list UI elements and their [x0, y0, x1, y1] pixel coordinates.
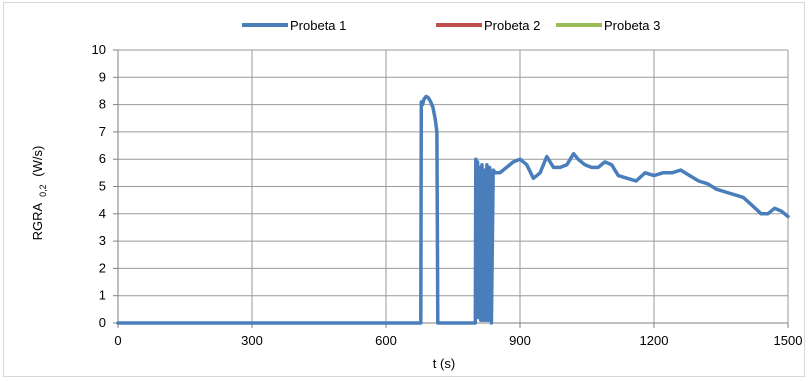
x-tick-label: 600 — [375, 333, 397, 348]
y-tick-label: 3 — [99, 233, 106, 248]
y-tick-label: 0 — [99, 315, 106, 330]
y-axis-title-unit: (W/s) — [30, 146, 45, 177]
x-tick-label: 1500 — [774, 333, 803, 348]
legend-label-3: Probeta 3 — [604, 18, 660, 33]
legend: Probeta 1 Probeta 2 Probeta 3 — [242, 18, 660, 33]
y-tick-label: 7 — [99, 124, 106, 139]
line-chart: 0 1 2 3 4 5 6 7 8 9 10 0 300 600 900 1200 1500 Probeta 1… — [30, 18, 803, 371]
y-tick-label: 10 — [92, 42, 106, 57]
x-tick-label: 0 — [114, 333, 121, 348]
y-axis-title-main: RGRA — [30, 202, 45, 240]
svg-text:RGRA 0,2 (W/s): RGRA 0,2 (W/s) — [30, 146, 49, 241]
series — [116, 94, 790, 325]
y-axis-title: RGRA 0,2 (W/s) — [30, 146, 49, 241]
y-tick-label: 5 — [99, 179, 106, 194]
axes — [113, 49, 789, 328]
x-tick-label: 900 — [509, 333, 531, 348]
y-tick-label: 6 — [99, 151, 106, 166]
x-axis-title: t (s) — [433, 356, 455, 371]
series-line-1 — [116, 94, 790, 325]
grid — [117, 49, 789, 324]
y-tick-label: 4 — [99, 206, 106, 221]
tick-labels: 0 1 2 3 4 5 6 7 8 9 10 0 300 600 900 1200 1500 — [92, 42, 803, 348]
x-tick-label: 300 — [241, 333, 263, 348]
y-tick-label: 1 — [99, 288, 106, 303]
chart-frame: 0 1 2 3 4 5 6 7 8 9 10 0 300 600 900 1200 1500 Probeta 1… — [3, 2, 805, 377]
y-tick-label: 2 — [99, 260, 106, 275]
legend-label-2: Probeta 2 — [484, 18, 540, 33]
x-tick-label: 1200 — [640, 333, 669, 348]
y-axis-title-subscript: 0,2 — [38, 184, 48, 197]
y-tick-label: 8 — [99, 97, 106, 112]
y-tick-label: 9 — [99, 69, 106, 84]
legend-label-1: Probeta 1 — [290, 18, 346, 33]
